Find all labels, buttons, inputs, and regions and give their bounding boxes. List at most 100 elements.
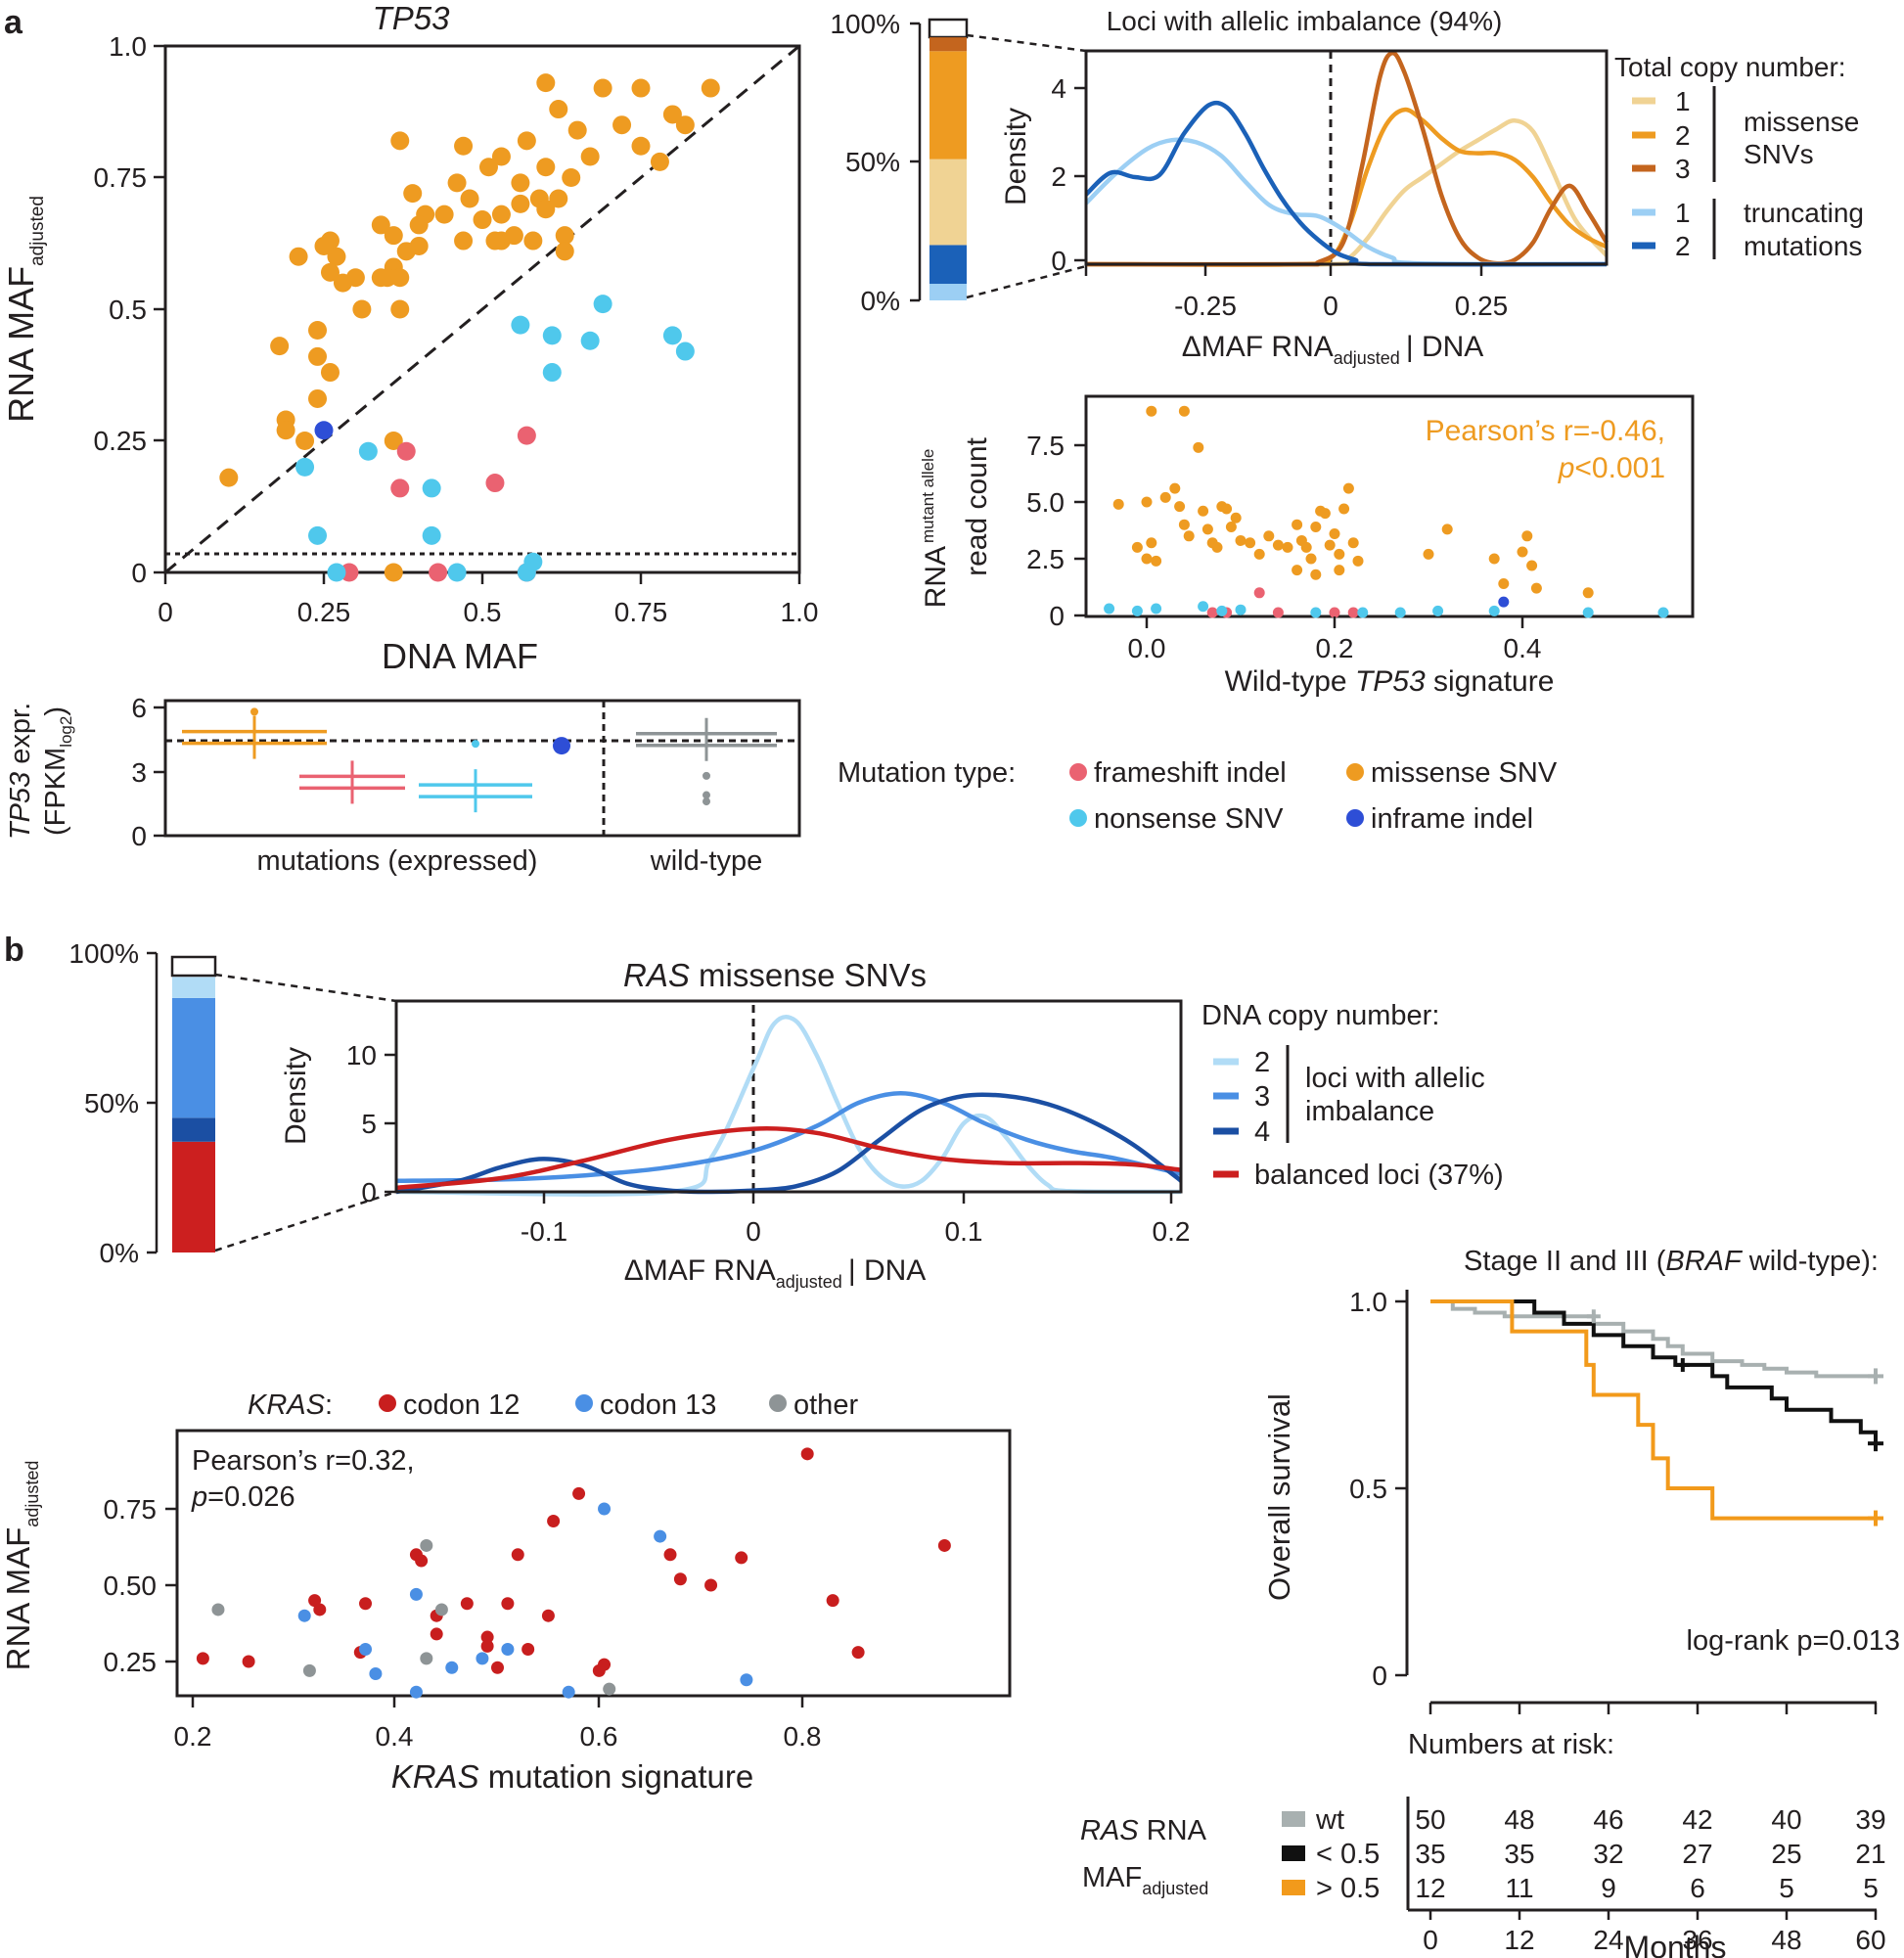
kras-point	[603, 1682, 616, 1696]
title-pre: Stage II and III (	[1464, 1246, 1666, 1277]
xlabel-rest: mutation signature	[479, 1758, 754, 1795]
tp53-point-missense-SNV	[454, 231, 474, 250]
tp53-point-nonsense-SNV	[422, 478, 441, 498]
tp53-point-missense-SNV	[327, 247, 346, 266]
density-curve	[395, 1092, 1183, 1195]
stack-open-box	[928, 18, 969, 39]
tp53-density-ylabel: Density	[1000, 108, 1032, 205]
kras-point	[313, 1603, 327, 1616]
risk-cell: 46	[1593, 1804, 1623, 1835]
tick-label: 100%	[68, 938, 139, 969]
xlabel-main: ΔMAF RNA	[624, 1254, 776, 1287]
tp53-point-frameshift-indel	[485, 474, 505, 493]
tick-label: 2	[1051, 161, 1066, 192]
tp53-point-missense-SNV	[491, 205, 511, 224]
tick-label: 0%	[861, 286, 900, 316]
risk-table-groups: wt < 0.5 > 0.5	[1282, 1804, 1380, 1904]
tp53-point-missense-SNV	[390, 299, 410, 319]
tick-label: 7.5	[1026, 431, 1065, 461]
tp53-stack-bar: 0% 50% 100%	[830, 9, 1087, 316]
read-point	[1230, 512, 1242, 524]
density-curve	[395, 1015, 1182, 1197]
tick-label: 0.75	[614, 597, 668, 627]
read-scatter-ticks: 0.0 0.2 0.4 0 2.5 5.0 7.5	[1026, 431, 1541, 663]
tp53-scatter-ylabel: RNA MAFadjusted	[1, 196, 48, 423]
read-point	[1263, 530, 1275, 542]
read-point	[1141, 496, 1153, 508]
stack-segment	[929, 284, 967, 300]
legend-dot-nonsense	[1069, 809, 1087, 827]
tp53-point-nonsense-SNV	[327, 563, 346, 582]
kras-point	[501, 1643, 515, 1657]
legend-num: 1	[1675, 86, 1691, 116]
expr-point	[553, 737, 570, 755]
read-point	[1521, 530, 1533, 542]
risk-group-label: < 0.5	[1316, 1839, 1380, 1870]
read-point	[1198, 505, 1209, 517]
read-point	[1151, 603, 1162, 615]
zoom-line-bottom	[966, 264, 1087, 299]
xlabel-italic: TP53	[1355, 665, 1426, 698]
read-point	[1216, 605, 1228, 616]
read-point	[1178, 519, 1190, 530]
ras-density-title: RAS missense SNVs	[623, 957, 927, 993]
xlabel-sub: adjusted	[1334, 348, 1400, 368]
tp53-point-nonsense-SNV	[511, 315, 530, 335]
tick-label: 0.5	[1349, 1474, 1387, 1504]
read-point	[1178, 405, 1190, 417]
read-point	[1112, 498, 1124, 510]
legend-italic: KRAS	[248, 1389, 326, 1421]
read-point	[1225, 522, 1237, 533]
kras-point	[196, 1652, 209, 1665]
tick-label: 3	[131, 757, 147, 788]
xlabel-main: ΔMAF RNA	[1182, 331, 1334, 363]
read-point	[1347, 537, 1359, 549]
read-point	[1334, 548, 1345, 560]
stack-segment	[929, 37, 967, 52]
read-point	[1245, 537, 1256, 549]
kras-point	[359, 1643, 373, 1657]
risk-cell: 27	[1682, 1839, 1712, 1869]
ylabel-sub: log2	[57, 716, 75, 748]
tp53-point-nonsense-SNV	[542, 363, 562, 383]
kras-point	[434, 1603, 448, 1616]
kras-point	[491, 1661, 504, 1674]
tick-label: 100%	[830, 9, 900, 39]
legend-dot-codon13	[575, 1394, 593, 1412]
tick-label: 0	[131, 821, 147, 851]
tp53-point-missense-SNV	[593, 78, 612, 98]
read-point	[1235, 534, 1247, 546]
pearson-rest: <0.001	[1574, 452, 1665, 484]
kras-point	[409, 1685, 423, 1699]
kras-point	[359, 1597, 373, 1611]
kras-point	[369, 1666, 383, 1680]
tick-label: 1.0	[1349, 1287, 1387, 1317]
tp53-point-missense-SNV	[523, 231, 543, 250]
tick-label: 50%	[84, 1088, 139, 1118]
tp53-point-missense-SNV	[555, 242, 574, 261]
expr-boxes	[182, 707, 777, 813]
kras-point	[704, 1578, 718, 1592]
kras-scatter: KRAS: codon 12 codon 13 other Pearson’s …	[0, 1389, 1012, 1795]
ras-stack-bar: 0% 50% 100%	[68, 938, 397, 1268]
kras-point	[673, 1572, 687, 1586]
risk-table: 50 48 46 42 40 39 35 35 32 27 25 21 12 1…	[1415, 1804, 1885, 1903]
read-point	[1174, 501, 1186, 513]
tick-label: 0.2	[1316, 633, 1354, 663]
tp53-point-missense-SNV	[384, 226, 403, 246]
tp53-point-frameshift-indel	[517, 426, 536, 445]
read-point	[1211, 541, 1223, 553]
ylabel-italic: TP53	[5, 772, 36, 840]
tick-label: 0	[361, 1177, 377, 1207]
read-point	[1329, 607, 1340, 618]
legend-title: DNA copy number:	[1201, 1000, 1439, 1031]
tp53-point-nonsense-SNV	[662, 326, 682, 345]
legend-dot-other	[769, 1394, 787, 1412]
read-scatter-points	[1104, 405, 1669, 618]
kras-point	[572, 1486, 586, 1500]
read-point	[1292, 565, 1303, 576]
read-point	[1582, 607, 1594, 618]
zoom-line-top	[214, 973, 397, 1003]
tp53-point-missense-SNV	[396, 242, 416, 261]
read-point	[1221, 503, 1233, 515]
